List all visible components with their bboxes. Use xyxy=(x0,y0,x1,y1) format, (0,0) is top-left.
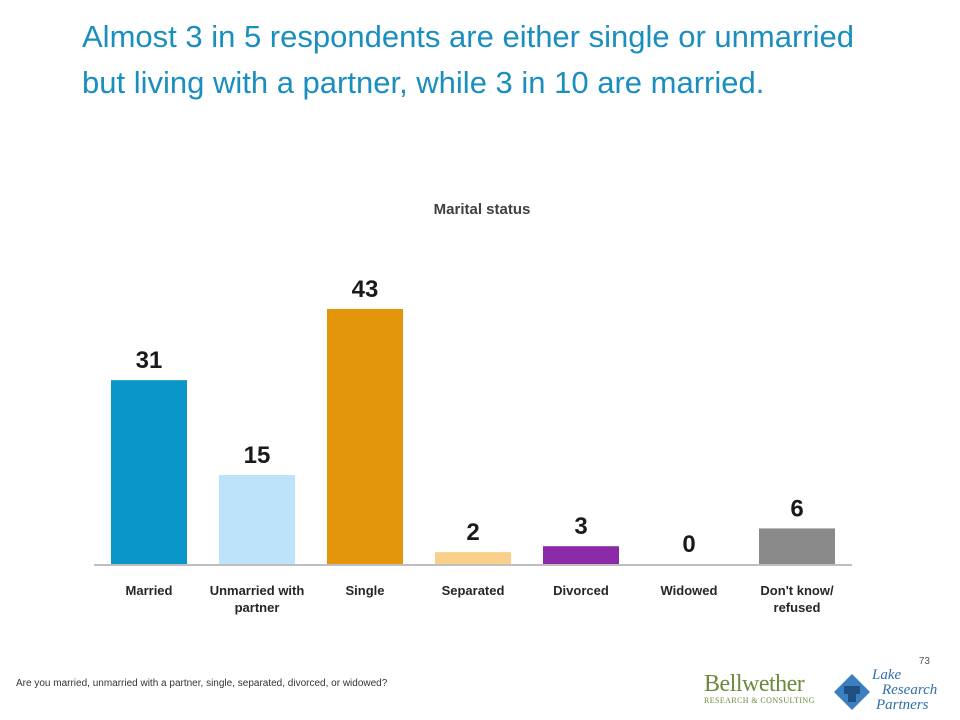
category-label-0: Married xyxy=(126,583,173,598)
lake-research-logo-text: Lake Research Partners xyxy=(872,668,937,713)
bellwether-logo-subtitle: RESEARCH & CONSULTING xyxy=(704,696,815,705)
lake-logo-line3: Partners xyxy=(876,697,929,713)
value-label-5: 0 xyxy=(682,531,695,558)
category-label-6: Don't know/refused xyxy=(760,583,834,615)
bar-1 xyxy=(219,475,295,564)
value-label-4: 3 xyxy=(574,513,587,540)
slide-number: 73 xyxy=(918,656,930,667)
category-label-5: Widowed xyxy=(661,583,718,598)
bar-2 xyxy=(327,309,403,564)
value-label-6: 6 xyxy=(790,495,803,522)
lake-research-logo: Lake Research Partners xyxy=(832,668,952,716)
bar-6 xyxy=(759,528,835,564)
category-label-3: Separated xyxy=(442,583,505,598)
slide-title: Almost 3 in 5 respondents are either sin… xyxy=(82,19,854,100)
bars-layer xyxy=(111,309,835,564)
value-label-2: 43 xyxy=(352,276,379,303)
value-label-3: 2 xyxy=(466,519,479,546)
category-label-1: Unmarried with partner xyxy=(210,583,305,615)
lake-research-logo-mark-icon xyxy=(834,674,870,710)
category-label-2: Single xyxy=(345,583,384,598)
lake-logo-line2: Research xyxy=(882,682,938,698)
value-label-1: 15 xyxy=(244,442,271,469)
bar-3 xyxy=(435,552,511,564)
bar-4 xyxy=(543,546,619,564)
value-label-0: 31 xyxy=(136,347,163,374)
question-note: Are you married, unmarried with a partne… xyxy=(16,678,388,689)
bellwether-logo-name: Bellwether xyxy=(704,671,805,697)
category-label-4: Divorced xyxy=(553,583,609,598)
labels-layer: 31 Married 15 Unmarried with partner 43 Single… xyxy=(126,276,834,615)
chart-title: Marital status xyxy=(434,201,531,218)
lake-logo-line1: Lake xyxy=(872,667,902,683)
bellwether-logo: Bellwether RESEARCH & CONSULTING xyxy=(704,672,816,712)
bar-0 xyxy=(111,380,187,564)
bar-chart-svg: Marital status 31 Married 15 Unmarried with… xyxy=(94,201,852,615)
